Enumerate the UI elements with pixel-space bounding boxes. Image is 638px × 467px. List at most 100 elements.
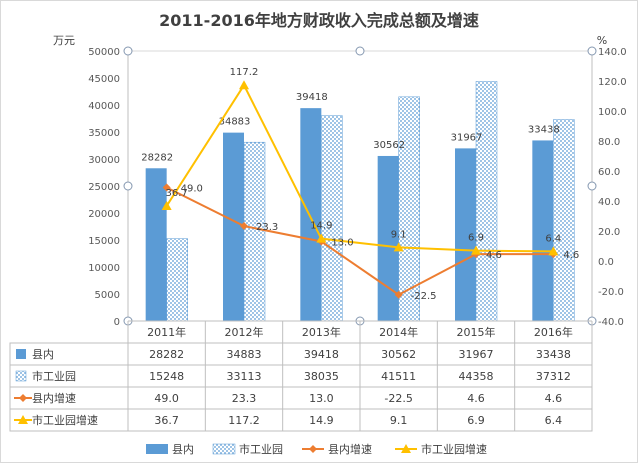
chart-title: 2011-2016年地方财政收入完成总额及增速 [159, 11, 479, 30]
y-right-tick-label: 100.0 [598, 107, 627, 118]
park-growth-point [316, 233, 327, 243]
bar-park [398, 96, 420, 322]
x-axis-category: 2012年 [225, 325, 264, 339]
bar-county [223, 132, 244, 321]
legend-label: 县内增速 [328, 442, 372, 456]
bar-county [532, 140, 554, 321]
county-growth-point [162, 183, 171, 192]
county-growth-point [394, 290, 403, 299]
table-series-key [16, 349, 26, 359]
bar-county [377, 155, 399, 321]
table-series-name: 市工业园增速 [32, 413, 98, 427]
y-right-tick-label: 140.0 [598, 47, 627, 58]
y-left-tick-label: 35000 [88, 128, 120, 139]
x-axis-category: 2016年 [534, 325, 573, 339]
y-left-tick-label: 50000 [88, 47, 120, 58]
table-cell: 13.0 [309, 392, 334, 405]
table-series-name: 县内增速 [32, 391, 76, 405]
y-right-tick-label: -40.0 [598, 317, 624, 328]
table-cell: 31967 [459, 348, 494, 361]
y-left-tick-label: 10000 [88, 263, 120, 274]
right-axis-unit: % [597, 34, 607, 47]
table-series-name: 县内 [32, 347, 54, 361]
y-left-tick-label: 15000 [88, 236, 120, 247]
legend-label: 县内 [172, 442, 194, 456]
y-right-tick-label: 80.0 [598, 137, 620, 148]
selection-handle[interactable] [587, 181, 597, 191]
table-cell: 49.0 [154, 392, 179, 405]
county-growth-label: 4.6 [563, 250, 579, 261]
table-series-key [15, 370, 27, 382]
table-cell: 4.6 [545, 392, 563, 405]
y-right-tick-label: 40.0 [598, 197, 620, 208]
table-cell: 28282 [149, 348, 184, 361]
bar-county [455, 148, 476, 321]
y-right-tick-label: 0.0 [598, 257, 614, 268]
bar-data-label: 31967 [451, 132, 483, 143]
table-cell: 34883 [227, 348, 262, 361]
table-series-name: 市工业园 [32, 369, 76, 383]
park-growth-label: 14.9 [310, 221, 332, 232]
bar-county [145, 168, 167, 321]
park-growth-point [471, 245, 481, 255]
y-right-tick-label: 20.0 [598, 227, 620, 238]
bar-park [321, 115, 343, 322]
y-right-tick-label: -20.0 [598, 287, 624, 298]
park-growth-point [161, 200, 172, 210]
y-left-tick-label: 30000 [88, 155, 120, 166]
table-cell: 4.6 [467, 392, 485, 405]
table-cell: 44358 [459, 370, 494, 383]
bar-park [166, 238, 188, 322]
table-cell: 6.9 [467, 414, 485, 427]
y-left-tick-label: 40000 [88, 101, 120, 112]
table-cell: -22.5 [384, 392, 412, 405]
table-cell: 38035 [304, 370, 339, 383]
table-cell: 33113 [227, 370, 262, 383]
y-right-tick-label: 120.0 [598, 77, 627, 88]
legend-key [212, 443, 236, 455]
bar-park [553, 119, 575, 322]
table-cell: 33438 [536, 348, 571, 361]
county-growth-point [240, 222, 248, 231]
y-left-tick-label: 45000 [88, 74, 120, 85]
park-growth-point [239, 80, 249, 90]
bar-data-label: 34883 [219, 117, 251, 128]
park-growth-point [548, 246, 559, 256]
table-cell: 36.7 [154, 414, 179, 427]
legend-label: 市工业园增速 [421, 442, 487, 456]
table-cell: 9.1 [390, 414, 408, 427]
table-cell: 6.4 [545, 414, 563, 427]
legend-key [146, 444, 168, 454]
x-axis-category: 2014年 [379, 325, 418, 339]
park-growth-label: 6.4 [545, 233, 561, 244]
left-axis-unit: 万元 [53, 34, 75, 47]
park-growth-point [393, 242, 404, 252]
park-growth-label: 9.1 [391, 229, 407, 240]
selection-handle[interactable] [123, 46, 133, 56]
x-axis-category: 2013年 [302, 325, 341, 339]
bar-county [300, 108, 322, 322]
x-axis-category: 2011年 [147, 325, 186, 339]
selection-handle[interactable] [355, 46, 365, 56]
table-cell: 39418 [304, 348, 339, 361]
bar-data-label: 33438 [528, 124, 560, 135]
selection-handle[interactable] [587, 46, 597, 56]
legend-label: 市工业园 [239, 442, 283, 456]
park-growth-label: 117.2 [230, 67, 259, 78]
park-growth-label: 36.7 [166, 188, 188, 199]
county-growth-label: -22.5 [411, 291, 437, 302]
table-cell: 37312 [536, 370, 571, 383]
y-left-tick-label: 5000 [95, 290, 120, 301]
bar-data-label: 28282 [141, 152, 173, 163]
table-cell: 23.3 [232, 392, 257, 405]
selection-handle[interactable] [123, 181, 133, 191]
table-cell: 14.9 [309, 414, 334, 427]
x-axis-category: 2015年 [457, 325, 496, 339]
line-county-growth [166, 186, 554, 296]
county-growth-label: 13.0 [331, 238, 353, 249]
y-left-tick-label: 0 [114, 317, 120, 328]
bar-data-label: 30562 [373, 140, 405, 151]
line-park-growth [165, 83, 554, 253]
